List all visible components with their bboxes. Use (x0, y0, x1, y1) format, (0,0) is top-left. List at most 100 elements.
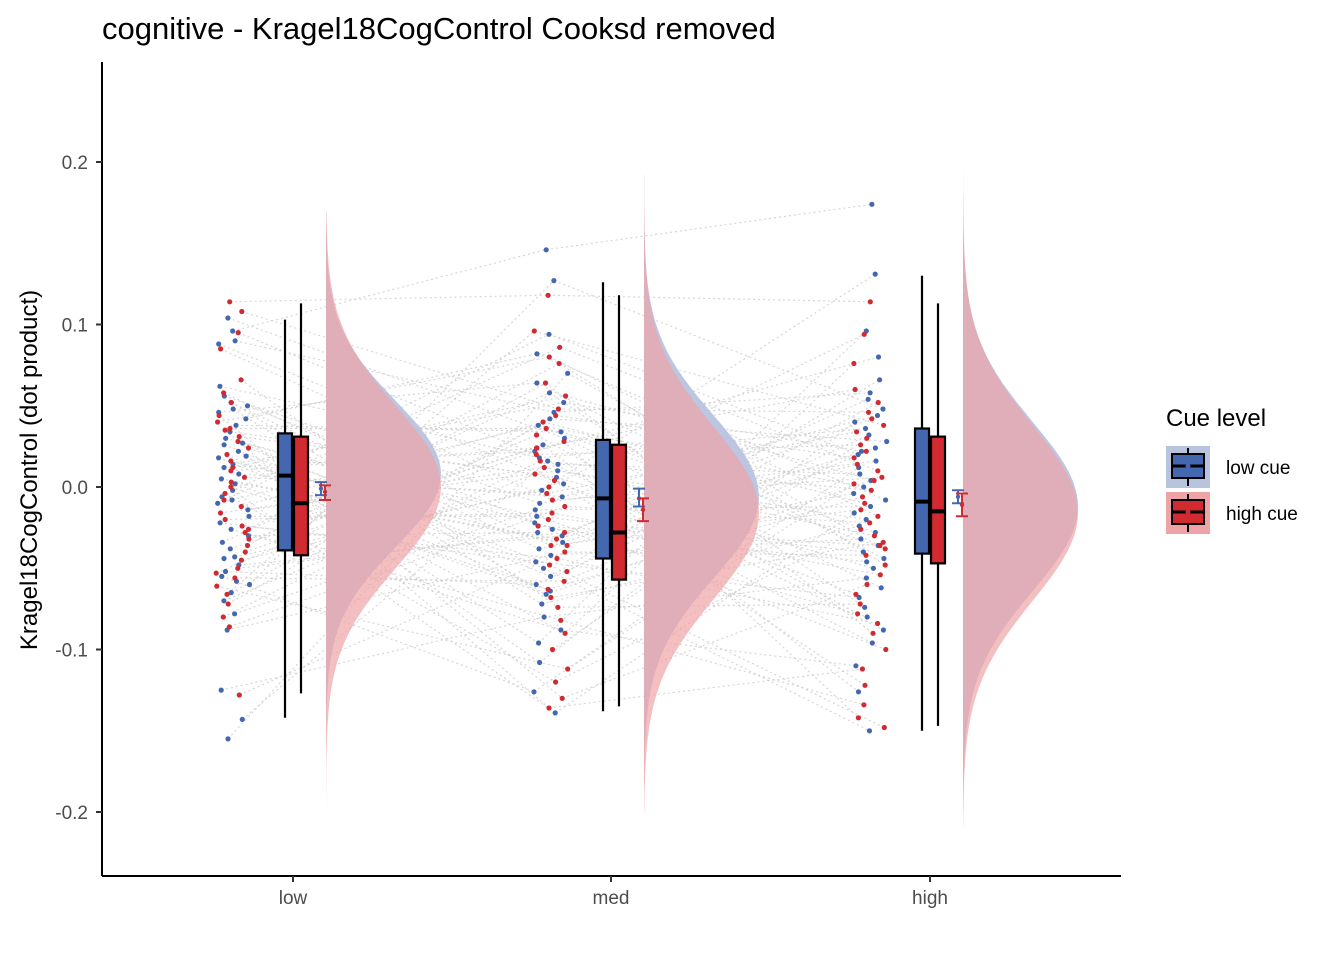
box-low-cue (913, 427, 931, 555)
data-point-low-cue (874, 412, 881, 419)
data-point-high-cue (564, 568, 570, 575)
data-point-high-cue (546, 484, 552, 490)
data-point-low-cue (243, 453, 249, 459)
data-point-low-cue (551, 278, 557, 284)
data-point-low-cue (861, 484, 867, 490)
data-point-low-cue (865, 396, 871, 402)
data-point-low-cue (884, 438, 890, 445)
data-point-high-cue (226, 624, 232, 630)
data-point-low-cue (546, 390, 553, 396)
data-point-low-cue (863, 516, 869, 523)
data-point-high-cue (859, 494, 866, 500)
data-point-low-cue (558, 429, 564, 435)
data-point-low-cue (225, 736, 231, 742)
data-point-low-cue (548, 552, 554, 558)
data-point-high-cue (222, 427, 228, 433)
data-point-low-cue (221, 555, 227, 562)
data-point-high-cue (221, 390, 227, 396)
subject-connection-line (562, 414, 878, 498)
data-point-high-cue (881, 724, 887, 731)
data-point-low-cue (219, 573, 225, 580)
data-point-high-cue (216, 412, 222, 419)
data-point-high-cue (851, 360, 857, 367)
y-tick-label: 0.0 (62, 478, 88, 499)
data-point-low-cue (872, 445, 879, 451)
data-point-high-cue (864, 581, 870, 588)
data-point-low-cue (227, 546, 233, 552)
data-point-low-cue (549, 526, 555, 532)
subject-connection-line (536, 434, 858, 615)
data-point-high-cue (555, 406, 562, 412)
data-point-high-cue (564, 542, 570, 549)
subject-connection-line (539, 421, 856, 663)
data-point-low-cue (883, 497, 889, 503)
data-point-low-cue (245, 507, 251, 513)
mean-point-low-cue (318, 486, 324, 491)
data-point-low-cue (246, 513, 252, 519)
data-point-low-cue (560, 539, 566, 545)
subject-connection-line (534, 330, 884, 426)
data-point-low-cue (878, 585, 884, 591)
y-axis-label: Kragel18CogControl (dot product) (16, 290, 43, 650)
subject-connection-line (550, 541, 884, 599)
data-point-low-cue (877, 377, 883, 383)
data-point-high-cue (228, 484, 234, 490)
data-point-high-cue (557, 344, 563, 350)
data-point-low-cue (866, 728, 873, 734)
data-point-low-cue (221, 464, 227, 471)
data-point-high-cue (861, 702, 867, 708)
data-point-low-cue (221, 598, 227, 604)
data-point-low-cue (546, 331, 552, 337)
data-point-low-cue (867, 503, 874, 510)
y-tick-label: -0.2 (55, 803, 88, 824)
data-point-high-cue (862, 500, 868, 506)
data-point-high-cue (534, 432, 540, 438)
data-point-high-cue (545, 516, 551, 523)
subject-connection-line (564, 363, 855, 634)
data-point-high-cue (862, 682, 868, 688)
subject-connection-line (536, 353, 886, 501)
data-point-high-cue (236, 434, 242, 440)
subject-connection-line (545, 479, 872, 595)
data-point-high-cue (553, 536, 560, 542)
data-point-low-cue (858, 536, 864, 542)
data-point-high-cue (549, 646, 556, 653)
data-point-high-cue (882, 562, 888, 568)
data-point-low-cue (232, 611, 238, 617)
subject-connection-line (241, 310, 559, 410)
data-point-high-cue (555, 604, 561, 610)
data-point-low-cue (536, 546, 542, 552)
data-point-high-cue (238, 503, 244, 510)
subject-connection-line (217, 356, 550, 423)
subject-connection-line (224, 492, 556, 683)
legend-key-high-cue (1166, 492, 1210, 534)
data-point-low-cue (533, 559, 539, 565)
data-point-low-cue (532, 507, 538, 513)
data-point-high-cue (224, 591, 230, 597)
data-point-high-cue (239, 308, 245, 315)
data-point-high-cue (235, 438, 241, 445)
data-point-high-cue (236, 692, 242, 698)
data-point-low-cue (246, 581, 253, 588)
data-point-low-cue (535, 529, 541, 536)
data-point-low-cue (534, 351, 540, 357)
data-point-low-cue (545, 458, 551, 464)
data-point-high-cue (549, 497, 556, 503)
data-point-high-cue (547, 562, 553, 568)
data-point-low-cue (218, 476, 224, 482)
subject-connection-line (220, 522, 536, 563)
y-tick-label: -0.1 (55, 641, 88, 662)
subject-connection-line (536, 444, 861, 456)
data-point-low-cue (215, 500, 221, 506)
data-point-high-cue (854, 429, 860, 435)
data-point-high-cue (544, 490, 550, 497)
legend: Cue level low cue high cue (1166, 405, 1298, 534)
data-point-low-cue (534, 513, 540, 519)
data-point-low-cue (232, 554, 238, 560)
subject-connection-line (549, 356, 879, 517)
data-point-high-cue (535, 523, 541, 529)
x-tick-label: med (593, 888, 630, 909)
data-point-high-cue (548, 542, 554, 549)
box-high-cue (929, 435, 947, 565)
data-point-high-cue (553, 679, 559, 685)
